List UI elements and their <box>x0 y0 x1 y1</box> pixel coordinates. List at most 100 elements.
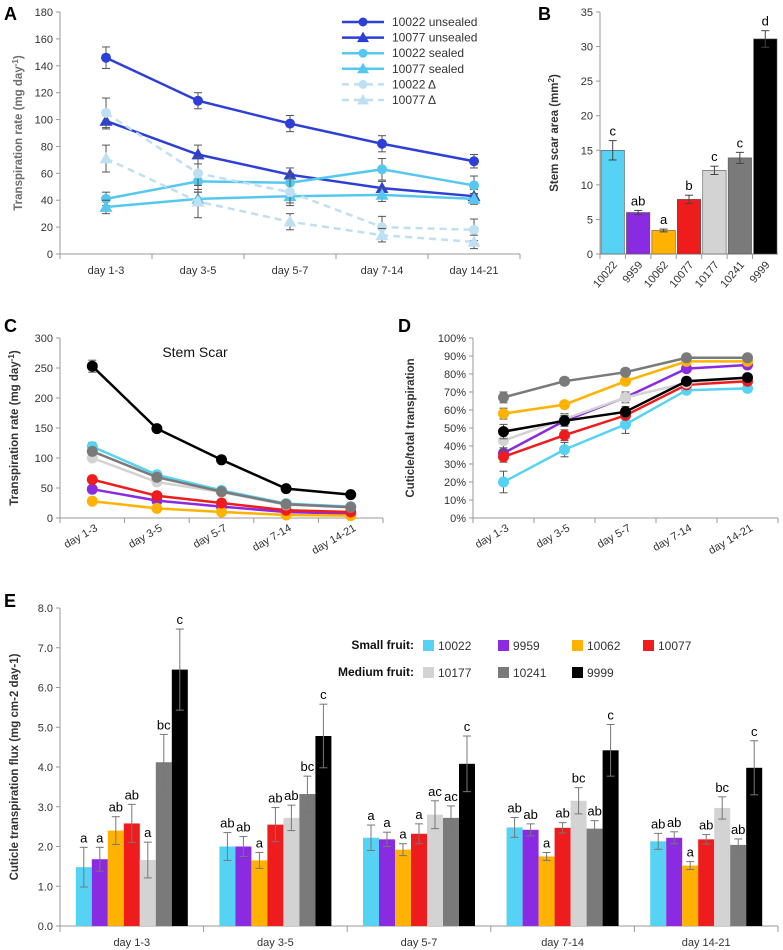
chart-d-y-tick-label: 0% <box>450 513 466 525</box>
chart-a-point-10022-sealed <box>101 193 111 204</box>
chart-e-bar-10241-day-5-7 <box>443 817 459 926</box>
chart-b-bar-9999 <box>753 38 778 255</box>
chart-e-bar-10062-day-14-21 <box>682 865 699 926</box>
chart-d-y-tick-label: 70% <box>444 387 466 399</box>
chart-a-y-tick-label: 80 <box>41 141 53 153</box>
chart-e-significance-letter-10241: bc <box>301 759 315 774</box>
chart-e-bar-10241-day-1-3 <box>155 762 172 926</box>
chart-e-legend-label-9959: 9959 <box>513 639 540 653</box>
chart-a-y-tick-label: 140 <box>35 61 53 73</box>
chart-c-x-tick-label: day 1-3 <box>62 522 100 551</box>
chart-b-y-tick-label: 30 <box>581 42 593 54</box>
chart-b-stem-scar-area: 0 5 10 15 20 25 30 35 Stem scar area (mm2) c 10022… <box>547 7 778 290</box>
chart-e-significance-letter-9999: c <box>464 719 471 734</box>
chart-c-y-tick-label: 250 <box>35 363 53 375</box>
chart-e-significance-letter-10241: ac <box>444 789 458 804</box>
chart-b-x-tick-label-10077: 10077 <box>667 259 696 290</box>
chart-d-x-tick-label: day 3-5 <box>534 522 572 551</box>
chart-a-point-10022 <box>193 168 203 179</box>
chart-a-point-10022-unsealed <box>377 138 387 149</box>
chart-d-point-10022 <box>559 444 570 456</box>
chart-d-x-tick-label: day 5-7 <box>595 522 633 551</box>
chart-a-y-tick-label: 20 <box>41 222 53 234</box>
chart-a-legend-marker-10022-unsealed <box>358 17 368 27</box>
chart-e-significance-letter-9959: a <box>96 830 104 845</box>
chart-a-point-10022 <box>377 222 387 233</box>
chart-d-point-10241 <box>498 391 509 403</box>
chart-a-point-10077 <box>375 228 389 241</box>
chart-e-significance-letter-9959: ab <box>523 807 537 822</box>
chart-c-x-tick-label: day 7-14 <box>251 522 294 554</box>
chart-e-significance-letter-10177: a <box>144 825 152 840</box>
chart-a-legend-label-10022: 10022 Δ <box>392 77 436 91</box>
chart-e-significance-letter-10077: ab <box>268 791 282 806</box>
chart-e-x-tick-label-day-14-21: day 14-21 <box>682 937 731 949</box>
chart-d-point-10177 <box>498 435 509 447</box>
chart-a-point-10077 <box>283 215 297 227</box>
chart-a-legend-label-10022-sealed: 10022 sealed <box>392 46 464 60</box>
chart-e-bar-10177-day-5-7 <box>427 814 443 926</box>
chart-d-point-10241 <box>681 352 692 364</box>
chart-d-y-tick-label: 30% <box>444 459 466 471</box>
chart-d-point-10241 <box>559 375 570 387</box>
chart-b-bar-9959 <box>626 212 651 255</box>
chart-c-point-10062 <box>86 495 98 507</box>
chart-e-bar-10022-day-7-14 <box>506 827 523 926</box>
chart-a-point-10022-sealed <box>469 180 479 191</box>
chart-e-bar-9959-day-14-21 <box>666 837 683 926</box>
chart-e-bar-10062-day-1-3 <box>107 830 124 926</box>
chart-e-bar-10077-day-3-5 <box>267 824 284 926</box>
chart-b-bar-10022 <box>600 149 625 255</box>
chart-e-legend-label-9999: 9999 <box>587 666 614 680</box>
chart-a-y-tick-label: 40 <box>41 195 53 207</box>
chart-e-significance-letter-10077: ab <box>699 818 713 833</box>
chart-c-y-axis-title: Transpiration rate (mg day-1) <box>7 350 22 506</box>
chart-e-bar-10022-day-1-3 <box>75 867 92 926</box>
chart-b-significance-letter-9999: d <box>762 14 769 29</box>
chart-e-bar-10241-day-3-5 <box>299 794 316 926</box>
chart-e-legend-swatch-10022 <box>423 640 434 651</box>
chart-c-point-9999 <box>280 483 292 495</box>
chart-a-y-tick-label: 180 <box>35 7 53 19</box>
chart-c-y-tick-label: 100 <box>35 453 53 465</box>
chart-e-bar-10177-day-14-21 <box>714 807 731 926</box>
chart-b-y-axis-title: Stem scar area (mm2) <box>547 74 562 192</box>
chart-a-legend-marker-10077 <box>357 94 369 105</box>
chart-e-bar-10077-day-7-14 <box>554 827 571 926</box>
chart-a-y-tick-label: 60 <box>41 168 53 180</box>
chart-e-bar-10022-day-14-21 <box>650 841 667 926</box>
chart-c-y-tick-label: 0 <box>47 513 53 525</box>
chart-a-legend-marker-10022-sealed <box>358 48 368 58</box>
chart-b-significance-letter-9959: ab <box>631 193 645 208</box>
chart-e-bar-10241-day-7-14 <box>586 828 603 926</box>
chart-e-significance-letter-9959: ab <box>667 815 681 830</box>
chart-e-bar-10241-day-14-21 <box>730 844 747 926</box>
chart-e-significance-letter-10241: ab <box>587 804 601 819</box>
chart-e-significance-letter-10062: a <box>256 835 264 850</box>
chart-b-x-tick-label-10241: 10241 <box>718 259 747 290</box>
chart-b-y-tick-label: 35 <box>581 7 593 19</box>
chart-c-series-line-9999 <box>91 365 351 496</box>
chart-e-bar-10077-day-1-3 <box>123 823 140 926</box>
chart-e-legend-label-10177: 10177 <box>438 666 472 680</box>
chart-e-bar-9999-day-1-3 <box>171 669 188 926</box>
chart-a-x-tick-label: day 1-3 <box>88 265 125 277</box>
chart-e-significance-letter-10177: bc <box>715 780 729 795</box>
chart-d-cuticle-ratio: 0% 10% 20% 30% 40% 50% 60% 70% 80% 90% 100% day 1-3… <box>405 333 779 557</box>
chart-e-significance-letter-10062: ab <box>109 800 123 815</box>
chart-b-bar-10062 <box>651 230 676 255</box>
chart-e-legend-swatch-10241 <box>498 667 509 678</box>
chart-e-legend-swatch-10077 <box>643 640 654 651</box>
chart-a-point-10022-unsealed <box>193 95 203 106</box>
chart-a-x-tick-label: day 5-7 <box>272 265 309 277</box>
chart-e-bar-9959-day-3-5 <box>235 846 252 926</box>
chart-d-y-tick-label: 40% <box>444 441 466 453</box>
chart-e-legend-label-10062: 10062 <box>587 639 621 653</box>
chart-c-point-10077 <box>216 497 227 509</box>
chart-e-bar-9999-day-14-21 <box>746 767 763 926</box>
chart-e-significance-letter-10022: ab <box>220 816 234 831</box>
chart-b-significance-letter-10077: b <box>685 178 692 193</box>
chart-d-point-10022 <box>498 476 509 488</box>
chart-e-significance-letter-10177: ab <box>284 788 298 803</box>
chart-c-x-tick-label: day 14-21 <box>310 522 358 557</box>
